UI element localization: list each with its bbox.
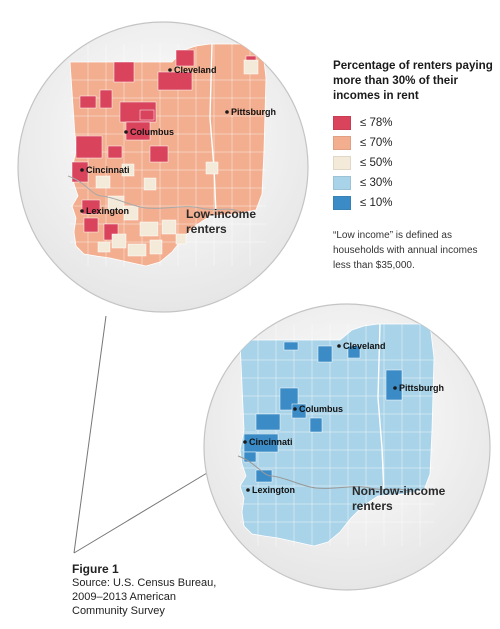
legend-label: ≤ 70% [360, 137, 393, 149]
legend-item: ≤ 70% [333, 133, 493, 153]
legend-swatch [333, 116, 351, 130]
city-label-pittsburgh-top: Pittsburgh [231, 107, 276, 117]
definition-note: “Low income” is defined as households wi… [333, 230, 478, 271]
city-label-lexington-top: Lexington [86, 206, 129, 216]
city-label-columbus-bottom: Columbus [299, 404, 343, 414]
figure-title: Figure 1 [72, 562, 119, 576]
legend-label: ≤ 30% [360, 177, 393, 189]
city-label-pittsburgh-bottom: Pittsburgh [399, 383, 444, 393]
legend-item: ≤ 50% [333, 153, 493, 173]
city-dot-cincinnati-top [80, 168, 84, 172]
legend-swatch [333, 156, 351, 170]
low-income-map-label: Low-income renters [186, 207, 257, 236]
city-label-columbus-top: Columbus [130, 127, 174, 137]
city-label-cincinnati-bottom: Cincinnati [249, 437, 293, 447]
legend-label: ≤ 50% [360, 157, 393, 169]
legend-label: ≤ 10% [360, 197, 393, 209]
city-dot-columbus-top [124, 130, 128, 134]
legend-items: ≤ 78% ≤ 70% ≤ 50% ≤ 30% ≤ 10% [333, 113, 493, 213]
city-dot-columbus-bottom [293, 407, 297, 411]
connector-line-right [73, 469, 213, 554]
city-dot-cleveland-top [168, 68, 172, 72]
legend-swatch [333, 136, 351, 150]
city-label-cleveland-top: Cleveland [174, 65, 217, 75]
figure-caption: Figure 1 Source: U.S. Census Bureau, 200… [72, 562, 222, 618]
low-share-counties [243, 341, 403, 483]
legend-label: ≤ 78% [360, 117, 393, 129]
city-dot-pittsburgh-top [225, 110, 229, 114]
legend-item: ≤ 78% [333, 113, 493, 133]
city-dot-cleveland-bottom [337, 344, 341, 348]
low-income-map [17, 21, 309, 313]
legend-swatch [333, 196, 351, 210]
non-low-income-map-label: Non-low-income renters [352, 484, 446, 513]
legend: Percentage of renters paying more than 3… [333, 58, 493, 213]
legend-item: ≤ 30% [333, 173, 493, 193]
legend-title: Percentage of renters paying more than 3… [333, 59, 493, 102]
city-dot-pittsburgh-bottom [393, 386, 397, 390]
city-dot-lexington-bottom [246, 488, 250, 492]
non-low-income-map [203, 303, 491, 591]
city-label-cincinnati-top: Cincinnati [86, 165, 130, 175]
city-dot-lexington-top [80, 209, 84, 213]
city-label-lexington-bottom: Lexington [252, 485, 295, 495]
high-burden-counties [71, 49, 257, 241]
city-label-cleveland-bottom: Cleveland [343, 341, 386, 351]
city-dots [80, 68, 397, 492]
legend-swatch [333, 176, 351, 190]
city-dot-cincinnati-bottom [243, 440, 247, 444]
low-burden-counties [95, 59, 259, 257]
connector-line-left [73, 315, 107, 554]
figure-source: Source: U.S. Census Bureau, 2009–2013 Am… [72, 577, 217, 617]
county-grid [70, 44, 266, 266]
legend-item: ≤ 10% [333, 193, 493, 213]
